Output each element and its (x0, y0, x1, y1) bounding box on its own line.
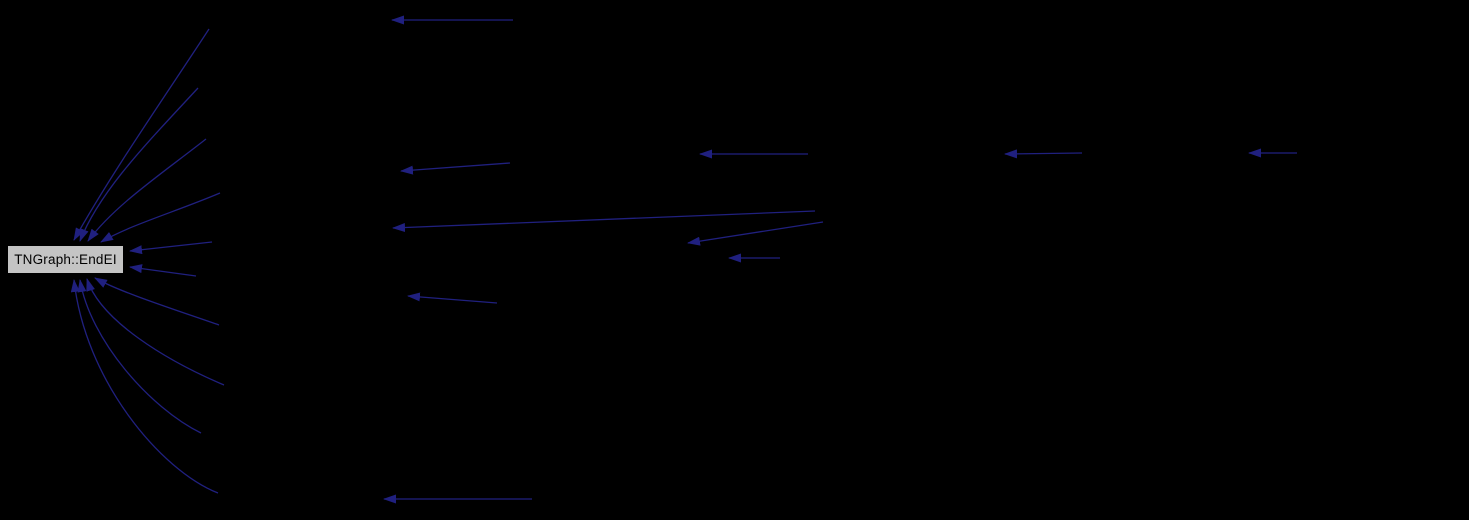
graph-edge-arrow-long-crossing (392, 210, 816, 233)
graph-edge-curve-top-3-into-node (87, 138, 207, 242)
graph-edge-line-right-lower-into-node (129, 264, 197, 277)
graph-edge-curve-bottom-4-into-node (70, 279, 219, 494)
graph-edge-curve-bottom-2-into-node (86, 278, 225, 386)
graph-edge-curve-bottom-3-into-node (77, 279, 202, 434)
graph-node-tngraph-endei: TNGraph::EndEI (7, 245, 124, 274)
graph-node-label: TNGraph::EndEI (14, 251, 117, 267)
graph-edge-arrow-diagonal-center (687, 221, 824, 246)
graph-edge-line-right-upper-into-node (129, 241, 213, 255)
graph-edge-curve-bottom-1-into-node (94, 277, 220, 326)
graph-edge-curve-top-4-into-node (100, 192, 221, 243)
graph-edge-arrow-mid-left (400, 162, 511, 175)
graph-edge-arrow-mid-right (1004, 149, 1083, 159)
graph-edge-curve-top-2-into-node (79, 87, 199, 242)
graph-edge-curve-top-1-into-node (73, 28, 210, 241)
graph-edge-arrow-small-diagonal (407, 292, 498, 304)
